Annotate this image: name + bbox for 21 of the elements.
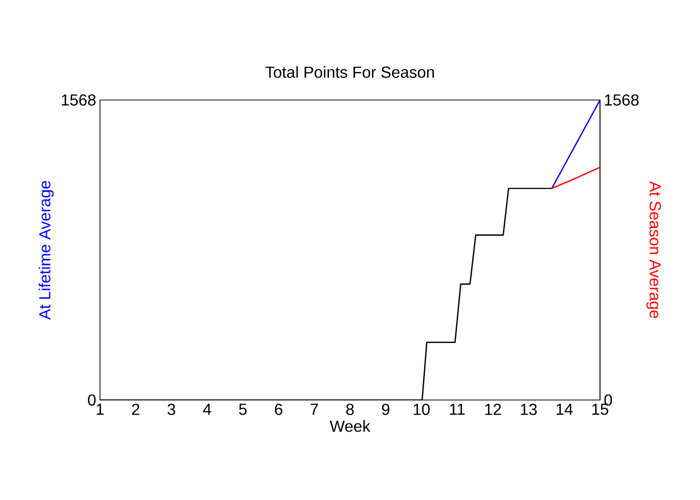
x-tick-label: 7 [310, 404, 318, 415]
x-tick-label: 2 [132, 404, 140, 415]
x-tick-label: 9 [382, 404, 390, 416]
y2-tick-label: 0 [604, 394, 612, 406]
y2-tick-label: 1568 [604, 94, 639, 106]
x-axis-title: Week [330, 420, 370, 432]
x-tick-label: 8 [346, 404, 354, 416]
x-tick-label: 4 [203, 404, 212, 415]
x-tick-label: 13 [520, 404, 537, 416]
x-tick-label: 15 [592, 404, 608, 415]
chart-title: Total Points For Season [265, 66, 434, 78]
x-tick-label: 14 [556, 404, 573, 415]
x-tick-label: 5 [239, 404, 247, 415]
y-axis-title: At Lifetime Average [38, 181, 54, 320]
x-tick-label: 3 [168, 404, 176, 416]
x-tick-label: 11 [450, 404, 465, 415]
x-tick-label: 6 [274, 404, 282, 416]
x-tick-label: 10 [414, 404, 430, 416]
x-tick-label: 1 [96, 404, 104, 415]
x-tick-label: 12 [485, 404, 501, 415]
y2-axis-title: At Season Average [646, 181, 661, 318]
